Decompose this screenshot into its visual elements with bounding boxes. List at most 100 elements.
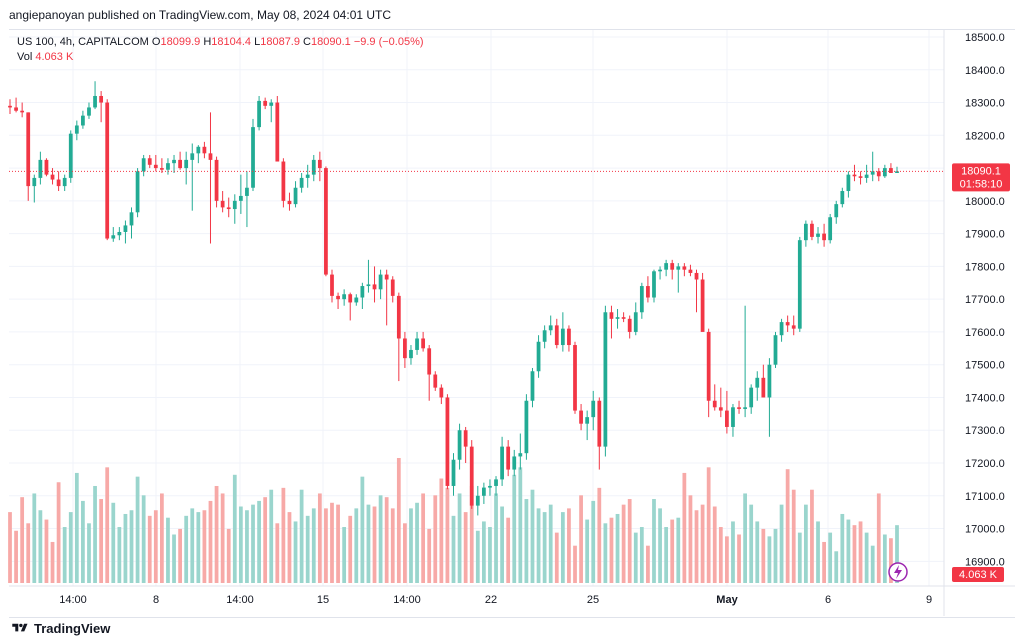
candle-body — [889, 168, 893, 173]
volume-bar — [895, 525, 899, 583]
candle-body — [62, 177, 67, 187]
candle-body — [816, 233, 820, 237]
candle-body — [591, 400, 596, 418]
price-tick-label: 17400.0 — [965, 392, 1005, 404]
volume-bar — [494, 493, 498, 583]
time-axis[interactable]: 14:00 8 14:00 15 14:00 22 25 May 6 9 — [59, 594, 932, 606]
candle-body — [731, 407, 735, 427]
volume-tag: 4.063 K — [952, 567, 1004, 582]
candle-body — [579, 410, 583, 424]
volume-bar — [785, 469, 790, 583]
candle-body — [366, 284, 371, 287]
candle-body — [481, 487, 486, 496]
volume-bar — [99, 499, 104, 583]
candle-body — [390, 279, 395, 296]
volume-bar — [870, 545, 875, 583]
candle-body — [44, 159, 49, 175]
volume-bar — [688, 495, 693, 583]
volume-bar — [548, 504, 553, 583]
candle-body — [895, 171, 899, 173]
volume-bar — [573, 545, 577, 583]
volume-bar — [287, 512, 292, 583]
candle-body — [93, 95, 97, 108]
volume-bar — [737, 534, 741, 583]
grid — [9, 30, 944, 586]
volume-bar — [245, 510, 249, 583]
high-value: 18104.4 — [211, 36, 252, 48]
candle-body — [652, 271, 656, 298]
candle-body — [743, 407, 747, 409]
candle-body — [718, 407, 723, 411]
candle-body — [627, 318, 632, 332]
volume-bar — [196, 512, 201, 583]
chart-legend: US 100, 4h, CAPITALCOM O18099.9 H18104.4… — [17, 35, 424, 65]
candle-body — [178, 159, 182, 169]
time-tick-label: 25 — [587, 594, 599, 606]
volume-bar — [93, 485, 97, 583]
price-tick-label: 17600.0 — [965, 327, 1005, 339]
candle-body — [846, 174, 851, 192]
change-value: −9.9 (−0.05%) — [353, 36, 424, 48]
candle-body — [603, 312, 608, 447]
candle-body — [767, 364, 772, 398]
volume-bar — [670, 519, 675, 583]
volume-bar — [512, 474, 517, 583]
volume-bar — [676, 517, 681, 583]
price-axis[interactable]: 18500.018400.018300.018200.018100.018000… — [965, 32, 1005, 568]
candle-body — [56, 179, 61, 187]
candle-body — [554, 325, 559, 346]
candle-body — [14, 107, 18, 111]
candle-body — [791, 325, 796, 329]
price-tick-label: 17200.0 — [965, 458, 1005, 470]
candle-body — [269, 102, 274, 106]
volume-bar — [87, 523, 91, 583]
candle-body — [439, 387, 444, 398]
low-value: 18087.9 — [260, 36, 300, 48]
volume-bars — [8, 458, 899, 583]
publisher-caption: angiepanoyan published on TradingView.co… — [9, 8, 392, 22]
candle-body — [852, 174, 857, 177]
volume-bar — [403, 523, 407, 583]
candle-body — [870, 171, 875, 175]
candle-body — [378, 274, 383, 290]
volume-bar — [421, 493, 426, 583]
volume-bar — [62, 527, 67, 583]
volume-bar — [488, 527, 492, 583]
candle-body — [238, 195, 243, 201]
volume-bar — [184, 515, 189, 583]
volume-bar — [749, 504, 754, 583]
volume-bar — [876, 493, 881, 583]
volume-bar — [38, 510, 43, 583]
time-tick-label: 8 — [153, 594, 159, 606]
volume-bar — [293, 521, 298, 583]
volume-bar — [840, 513, 845, 583]
candle-body — [372, 284, 377, 290]
volume-bar — [232, 474, 237, 583]
candle-body — [153, 164, 158, 169]
price-tick-label: 18000.0 — [965, 196, 1005, 208]
ohlc-row: US 100, 4h, CAPITALCOM O18099.9 H18104.4… — [17, 35, 424, 50]
volume-bar — [257, 500, 261, 583]
volume-bar — [50, 541, 55, 583]
volume-tag-background — [952, 567, 1004, 582]
volume-bar — [755, 521, 760, 583]
volume-label[interactable]: Vol — [17, 51, 33, 63]
candle-body — [876, 171, 881, 177]
volume-bar — [378, 495, 383, 583]
volume-bar — [433, 495, 438, 583]
volume-bar — [141, 495, 146, 583]
volume-bar — [463, 512, 468, 583]
volume-bar — [834, 551, 839, 583]
candle-body — [384, 274, 389, 280]
lightning-icon[interactable] — [888, 562, 908, 582]
candle-body — [560, 328, 565, 346]
volume-bar — [129, 510, 134, 583]
time-tick-label: 9 — [926, 594, 932, 606]
open-label: O — [151, 36, 161, 48]
candle-body — [8, 105, 12, 108]
candle-body — [463, 430, 468, 447]
symbol-label[interactable]: US 100, 4h, CAPITALCOM — [17, 36, 149, 48]
chart-frame[interactable] — [9, 29, 1015, 618]
volume-bar — [627, 499, 632, 583]
